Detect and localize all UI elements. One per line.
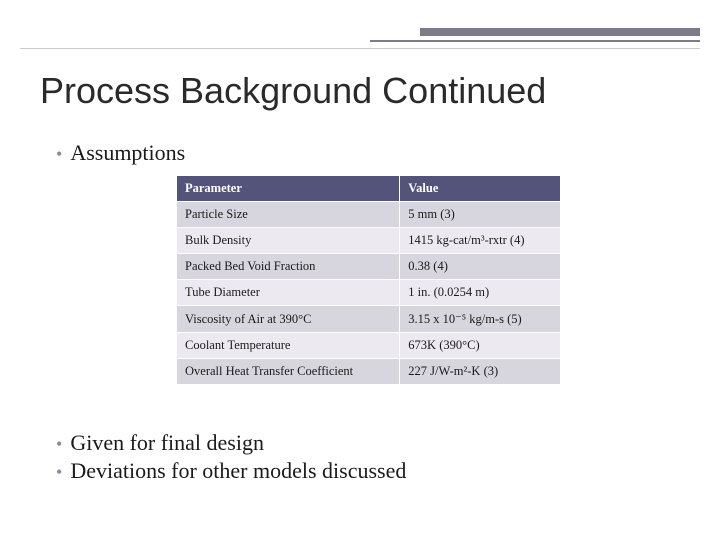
table-row: Particle Size5 mm (3) [177,202,561,228]
table-row: Tube Diameter1 in. (0.0254 m) [177,280,561,306]
top-decoration [0,0,720,50]
table-row: Overall Heat Transfer Coefficient227 J/W… [177,359,561,385]
slide-title: Process Background Continued [40,70,546,112]
bullet-text: Given for final design [70,430,264,456]
bullet-assumptions: • Assumptions [56,140,185,166]
cell-parameter: Coolant Temperature [177,333,400,359]
bullet-given: • Given for final design [56,430,264,456]
table-row: Coolant Temperature673K (390°C) [177,333,561,359]
cell-parameter: Bulk Density [177,228,400,254]
bullet-text: Assumptions [70,140,185,166]
cell-value: 1 in. (0.0254 m) [400,280,561,306]
deco-line [20,48,700,49]
deco-bar-thick [420,28,700,36]
parameters-table: Parameter Value Particle Size5 mm (3)Bul… [176,175,561,385]
bullet-text: Deviations for other models discussed [70,458,406,484]
bullet-dot-icon: • [56,145,62,163]
cell-parameter: Viscosity of Air at 390°C [177,306,400,333]
cell-parameter: Overall Heat Transfer Coefficient [177,359,400,385]
cell-parameter: Packed Bed Void Fraction [177,254,400,280]
cell-value: 5 mm (3) [400,202,561,228]
cell-value: 3.15 x 10⁻⁵ kg/m-s (5) [400,306,561,333]
table-row: Viscosity of Air at 390°C3.15 x 10⁻⁵ kg/… [177,306,561,333]
table-header-row: Parameter Value [177,176,561,202]
cell-value: 227 J/W-m²-K (3) [400,359,561,385]
bullet-dot-icon: • [56,463,62,481]
cell-parameter: Particle Size [177,202,400,228]
deco-bar-thin [370,40,700,42]
bullet-dot-icon: • [56,435,62,453]
col-parameter: Parameter [177,176,400,202]
table-row: Packed Bed Void Fraction0.38 (4) [177,254,561,280]
slide: Process Background Continued • Assumptio… [0,0,720,540]
col-value: Value [400,176,561,202]
cell-value: 1415 kg-cat/m³-rxtr (4) [400,228,561,254]
cell-value: 0.38 (4) [400,254,561,280]
cell-value: 673K (390°C) [400,333,561,359]
bullet-deviations: • Deviations for other models discussed [56,458,406,484]
table-row: Bulk Density1415 kg-cat/m³-rxtr (4) [177,228,561,254]
cell-parameter: Tube Diameter [177,280,400,306]
